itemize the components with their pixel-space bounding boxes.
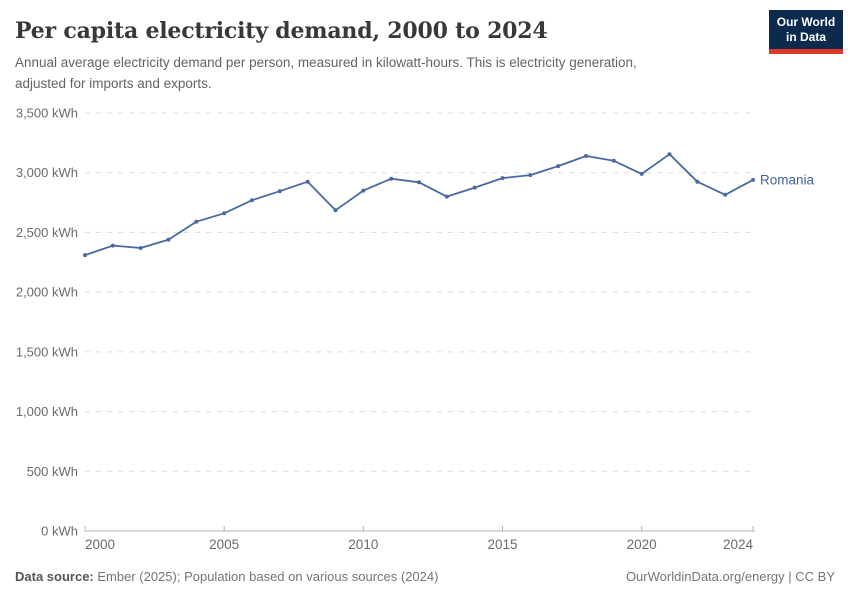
data-point [389, 176, 394, 181]
data-point [556, 164, 561, 169]
data-source-text: Ember (2025); Population based on variou… [93, 569, 439, 584]
y-axis-tick-label: 500 kWh [27, 464, 78, 479]
y-axis-tick-label: 2,000 kWh [16, 285, 78, 300]
data-point [500, 176, 505, 181]
data-point [444, 194, 449, 199]
subtitle-line-1: Annual average electricity demand per pe… [15, 55, 637, 70]
subtitle-line-2: adjusted for imports and exports. [15, 76, 212, 91]
y-axis-tick-label: 3,500 kWh [16, 106, 78, 121]
owid-logo-line-2: in Data [785, 30, 826, 44]
data-source-label: Data source: [15, 569, 94, 584]
data-point [417, 180, 421, 185]
data-point [611, 158, 616, 163]
y-axis-tick-label: 3,000 kWh [16, 165, 78, 180]
owid-logo-line-1: Our World [776, 15, 836, 29]
y-axis-tick-label: 1,000 kWh [16, 404, 78, 419]
data-point [751, 177, 755, 182]
y-axis-tick-label: 2,500 kWh [16, 225, 78, 240]
x-axis-tick-label: 2020 [627, 537, 657, 552]
owid-logo[interactable]: Our World in Data [769, 10, 843, 54]
data-point [166, 237, 171, 242]
data-point [723, 192, 728, 197]
data-point [667, 152, 672, 157]
chart-subtitle: Annual average electricity demand per pe… [15, 52, 637, 94]
data-point [194, 219, 199, 224]
data-point [639, 171, 644, 176]
data-source-note: Data source: Ember (2025); Population ba… [15, 569, 438, 584]
data-point [138, 246, 143, 250]
data-point [83, 253, 87, 258]
x-axis-tick-label: 2015 [487, 537, 517, 552]
x-axis-tick-label: 2010 [348, 537, 378, 552]
data-point [584, 154, 588, 158]
data-point [472, 185, 477, 190]
y-axis-tick-label: 1,500 kWh [16, 344, 78, 359]
x-axis-tick-label: 2005 [209, 537, 239, 552]
line-chart-canvas[interactable]: 0 kWh 500 kWh 1,000 kWh 1,500 kWh 2,000 kWh 2… [0, 100, 850, 560]
data-point [305, 179, 310, 184]
data-point [110, 243, 115, 248]
data-point [250, 198, 254, 203]
x-axis-tick-label: 2024 [723, 537, 754, 552]
y-axis-tick-label: 0 kWh [41, 524, 78, 539]
data-point [222, 211, 227, 216]
page-title: Per capita electricity demand, 2000 to 2… [15, 18, 548, 44]
data-point [333, 208, 338, 213]
data-point [361, 188, 366, 193]
license-link[interactable]: OurWorldinData.org/energy | CC BY [625, 569, 835, 584]
data-point [695, 179, 700, 184]
series-label: Romania [760, 172, 815, 187]
data-line [84, 153, 754, 257]
data-point [277, 189, 282, 194]
x-axis-tick-label: 2000 [85, 537, 115, 552]
data-point [528, 173, 533, 178]
